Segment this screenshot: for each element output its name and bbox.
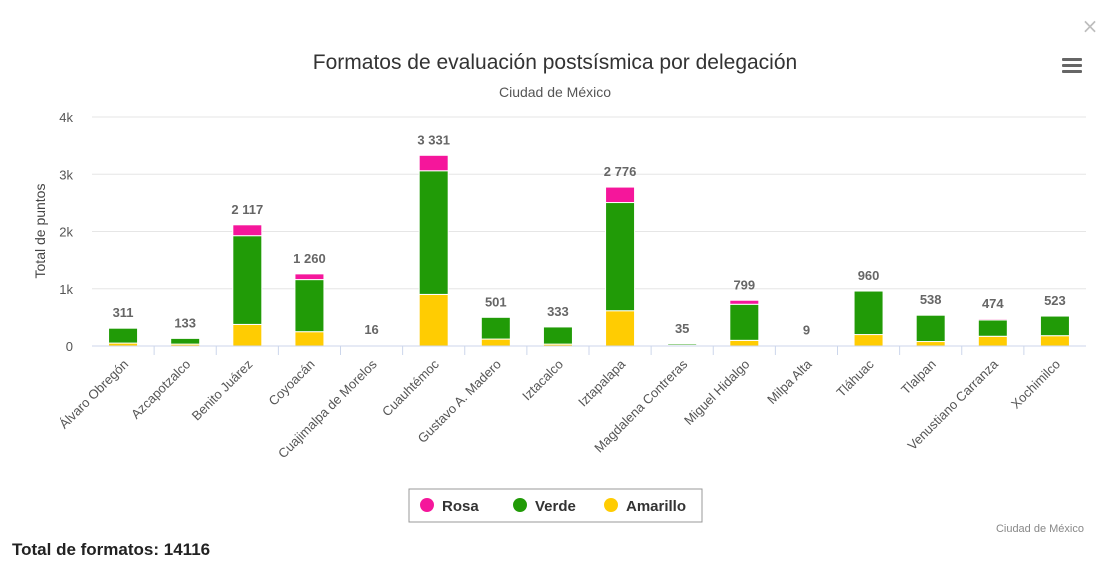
bar-verde[interactable] <box>418 170 449 295</box>
total-label: 523 <box>1044 293 1066 308</box>
bar-verde[interactable] <box>977 319 1008 337</box>
chart-title: Formatos de evaluación postsísmica por d… <box>313 51 797 74</box>
bar-rosa[interactable] <box>729 299 760 305</box>
bar-verde[interactable] <box>294 279 325 333</box>
bar-rosa[interactable] <box>418 154 449 172</box>
total-label: 501 <box>485 294 507 309</box>
y-tick-label: 1k <box>59 282 73 297</box>
bar-amarillo[interactable] <box>915 341 946 347</box>
x-tick-label: Azcapotzalco <box>128 357 193 422</box>
bar-verde[interactable] <box>605 202 636 312</box>
bar-verde[interactable] <box>232 235 263 325</box>
bar-verde[interactable] <box>1039 315 1070 337</box>
legend-swatch <box>420 498 434 512</box>
bar-amarillo[interactable] <box>480 338 511 347</box>
legend-item-rosa[interactable]: Rosa <box>420 498 479 515</box>
total-label: 9 <box>803 322 810 337</box>
bar-verde[interactable] <box>542 326 573 345</box>
total-labels: 311 133 2 117 1 260 16 3 331 501 333 2 776 35 799 9… <box>113 132 1066 337</box>
total-label: 16 <box>364 322 378 337</box>
bar-verde[interactable] <box>108 327 139 344</box>
bar-rosa[interactable] <box>977 318 1008 321</box>
total-label: 133 <box>174 315 196 330</box>
bar-amarillo[interactable] <box>853 334 884 347</box>
bar-amarillo[interactable] <box>729 339 760 347</box>
x-tick-label: Xochimilco <box>1008 357 1063 412</box>
bar-amarillo[interactable] <box>418 293 449 347</box>
total-label: 311 <box>113 305 134 320</box>
legend: Rosa Verde Amarillo <box>408 488 703 523</box>
bar-amarillo[interactable] <box>1039 335 1070 347</box>
x-tick-label: Cuauhtémoc <box>379 356 442 419</box>
total-formats-value: 14116 <box>163 540 211 559</box>
y-axis-label: Total de puntos <box>32 184 48 279</box>
bar-verde[interactable] <box>667 343 698 346</box>
bar-verde[interactable] <box>915 314 946 343</box>
bar-amarillo[interactable] <box>977 335 1008 347</box>
x-tick-label: Tlalpan <box>898 357 939 398</box>
hamburger-menu-icon[interactable] <box>1062 58 1082 73</box>
total-label: 2 117 <box>231 202 263 217</box>
bar-amarillo[interactable] <box>294 331 325 347</box>
legend-label: Rosa <box>442 498 479 515</box>
y-tick-label: 4k <box>59 110 73 125</box>
legend-item-verde[interactable]: Verde <box>513 498 576 515</box>
y-tick-label: 3k <box>59 167 73 182</box>
total-label: 960 <box>858 268 880 283</box>
close-icon[interactable]: × <box>1081 14 1099 38</box>
legend-label: Amarillo <box>626 498 686 515</box>
bar-verde[interactable] <box>729 303 760 341</box>
x-tick-label: Milpa Alta <box>764 356 815 407</box>
total-label: 1 260 <box>293 251 326 266</box>
x-tick-label: Benito Juárez <box>189 357 256 424</box>
bar-verde[interactable] <box>853 290 884 336</box>
bar-verde[interactable] <box>170 337 201 345</box>
bar-amarillo[interactable] <box>605 310 636 347</box>
y-tick-label: 2k <box>59 225 73 240</box>
total-formats-label: Total de formatos: <box>12 540 160 559</box>
x-tick-label: Tláhuac <box>833 356 877 400</box>
y-tick-label: 0 <box>66 339 73 354</box>
x-tick-label: Iztacalco <box>519 357 566 404</box>
total-label: 333 <box>547 304 569 319</box>
bar-verde[interactable] <box>480 316 511 340</box>
bars <box>108 154 1070 347</box>
bar-rosa[interactable] <box>605 186 636 204</box>
x-tick-label: Iztapalapa <box>575 356 629 410</box>
legend-item-amarillo[interactable]: Amarillo <box>604 498 686 515</box>
legend-swatch <box>604 498 618 512</box>
x-tick-label: Miguel Hidalgo <box>681 357 752 428</box>
x-tick-label: Álvaro Obregón <box>56 357 131 432</box>
total-label: 35 <box>675 321 689 336</box>
chart-subtitle: Ciudad de México <box>499 84 611 100</box>
total-label: 538 <box>920 292 942 307</box>
total-label: 3 331 <box>417 132 450 147</box>
credits: Ciudad de México <box>996 523 1084 535</box>
total-formats: Total de formatos: 14116 <box>12 540 210 560</box>
legend-swatch <box>513 498 527 512</box>
legend-label: Verde <box>535 498 576 515</box>
y-axis-ticks: 0 1k 2k 3k 4k <box>59 110 73 354</box>
x-tick-label: Coyoacán <box>266 357 318 409</box>
bar-rosa[interactable] <box>232 224 263 237</box>
total-label: 2 776 <box>604 164 637 179</box>
bar-rosa[interactable] <box>294 273 325 281</box>
total-label: 799 <box>733 277 755 292</box>
total-label: 474 <box>982 296 1004 311</box>
bar-amarillo[interactable] <box>232 323 263 347</box>
